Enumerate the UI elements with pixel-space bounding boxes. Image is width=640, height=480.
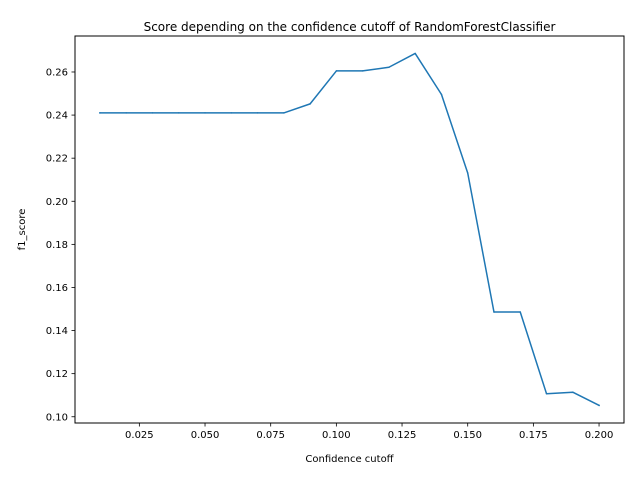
series-line xyxy=(99,52,601,407)
x-tick-label: 0.150 xyxy=(453,430,482,441)
x-tick-label: 0.125 xyxy=(388,430,417,441)
y-tick-label: 0.12 xyxy=(46,369,68,380)
data-point xyxy=(283,112,285,114)
data-point xyxy=(230,112,233,114)
y-tick-label: 0.24 xyxy=(46,111,68,122)
plot-area xyxy=(99,52,601,407)
data-point xyxy=(545,392,548,395)
x-tick-label: 0.200 xyxy=(585,430,614,441)
y-tick-label: 0.26 xyxy=(46,67,68,78)
data-point xyxy=(466,172,469,174)
data-point xyxy=(125,112,127,114)
axes-frame xyxy=(74,35,625,424)
y-axis: 0.10 0.12 0.14 0.16 0.18 0.20 0.22 0.24 0.26 xyxy=(46,67,75,423)
data-point xyxy=(519,311,521,313)
y-tick-label: 0.14 xyxy=(46,326,68,337)
data-point xyxy=(335,70,338,72)
x-tick-label: 0.075 xyxy=(256,430,285,441)
data-point xyxy=(178,112,180,114)
data-point xyxy=(361,70,364,72)
y-tick-label: 0.10 xyxy=(46,412,68,423)
y-tick-label: 0.20 xyxy=(46,197,68,208)
data-point xyxy=(256,112,259,114)
data-point xyxy=(414,52,416,55)
x-axis-label: Confidence cutoff xyxy=(305,454,394,465)
x-tick-label: 0.100 xyxy=(322,430,351,441)
y-axis-label: f1_score xyxy=(17,209,28,251)
x-axis: 0.025 0.050 0.075 0.100 0.125 0.150 0.175 0.200 xyxy=(125,423,613,441)
data-point xyxy=(440,93,443,96)
y-tick-label: 0.18 xyxy=(46,240,68,251)
data-point xyxy=(204,112,206,114)
chart-title: Score depending on the confidence cutoff… xyxy=(144,20,556,34)
data-point xyxy=(309,103,311,105)
data-point xyxy=(388,66,390,68)
data-point xyxy=(572,391,574,393)
x-tick-label: 0.175 xyxy=(519,430,548,441)
y-tick-label: 0.16 xyxy=(46,283,68,294)
data-point xyxy=(598,404,600,407)
data-point xyxy=(151,112,154,114)
data-point xyxy=(493,311,495,313)
y-tick-label: 0.22 xyxy=(46,154,68,165)
data-point xyxy=(99,112,101,114)
x-tick-label: 0.025 xyxy=(125,430,154,441)
x-tick-label: 0.050 xyxy=(191,430,220,441)
